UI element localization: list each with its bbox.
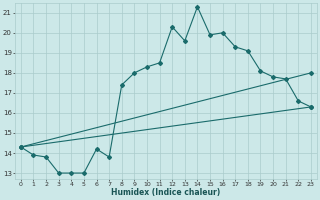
X-axis label: Humidex (Indice chaleur): Humidex (Indice chaleur) — [111, 188, 220, 197]
